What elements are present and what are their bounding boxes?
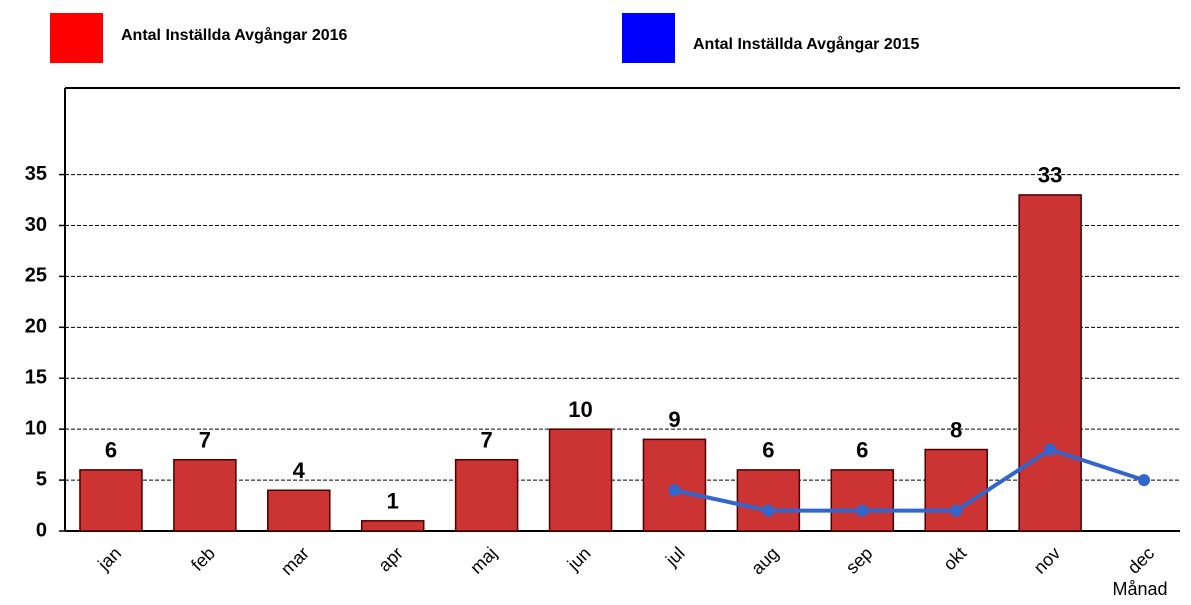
y-tick-label: 30 bbox=[25, 214, 47, 236]
y-tick-label: 10 bbox=[25, 417, 47, 439]
bar bbox=[454, 458, 519, 532]
value-label: 1 bbox=[387, 489, 399, 514]
bar bbox=[1018, 194, 1082, 532]
bar bbox=[173, 458, 237, 532]
y-tick-label: 15 bbox=[25, 367, 47, 389]
value-label: 7 bbox=[481, 428, 493, 453]
value-label: 33 bbox=[1038, 163, 1062, 188]
x-tick-label: aug bbox=[747, 543, 782, 578]
line-point bbox=[856, 504, 869, 517]
y-tick-label: 0 bbox=[36, 519, 47, 541]
value-label: 8 bbox=[950, 417, 962, 442]
value-label: 6 bbox=[856, 438, 868, 463]
x-tick-label: nov bbox=[1030, 543, 1065, 578]
y-tick-label: 25 bbox=[25, 265, 47, 287]
legend-label: Antal Inställda Avgångar 2016 bbox=[121, 26, 348, 44]
line-point bbox=[1044, 443, 1057, 456]
line-point bbox=[668, 484, 681, 497]
bar bbox=[267, 489, 331, 532]
x-tick-label: jun bbox=[563, 543, 595, 575]
value-label: 4 bbox=[293, 458, 306, 483]
bar bbox=[924, 448, 988, 532]
value-label: 10 bbox=[568, 397, 592, 422]
legend-swatch bbox=[50, 13, 103, 63]
x-tick-label: feb bbox=[187, 543, 219, 575]
bar bbox=[360, 520, 425, 532]
legend-label: Antal Inställda Avgångar 2015 bbox=[693, 35, 920, 53]
bar bbox=[79, 469, 143, 532]
value-label: 6 bbox=[105, 438, 117, 463]
x-tick-label: jul bbox=[661, 543, 689, 571]
x-tick-label: mar bbox=[277, 543, 313, 579]
x-tick-label: okt bbox=[939, 543, 970, 574]
bar bbox=[830, 469, 895, 532]
y-tick-label: 20 bbox=[25, 316, 47, 338]
bar bbox=[548, 428, 613, 532]
x-tick-label: apr bbox=[374, 543, 407, 576]
x-tick-label: jan bbox=[93, 543, 125, 575]
x-tick-label: maj bbox=[466, 543, 501, 578]
bar bbox=[736, 469, 801, 532]
x-axis-label: Månad bbox=[1112, 579, 1167, 599]
line-point bbox=[1138, 474, 1151, 487]
line-point bbox=[762, 504, 775, 517]
value-label: 7 bbox=[199, 428, 211, 453]
value-label: 9 bbox=[668, 407, 680, 432]
x-tick-label: dec bbox=[1124, 543, 1159, 578]
line bbox=[674, 447, 1145, 513]
y-tick-label: 35 bbox=[25, 163, 47, 185]
y-tick-label: 5 bbox=[36, 468, 47, 490]
legend-swatch bbox=[622, 13, 675, 63]
x-tick-label: sep bbox=[842, 543, 877, 578]
value-label: 6 bbox=[762, 438, 774, 463]
line-point bbox=[950, 504, 963, 517]
